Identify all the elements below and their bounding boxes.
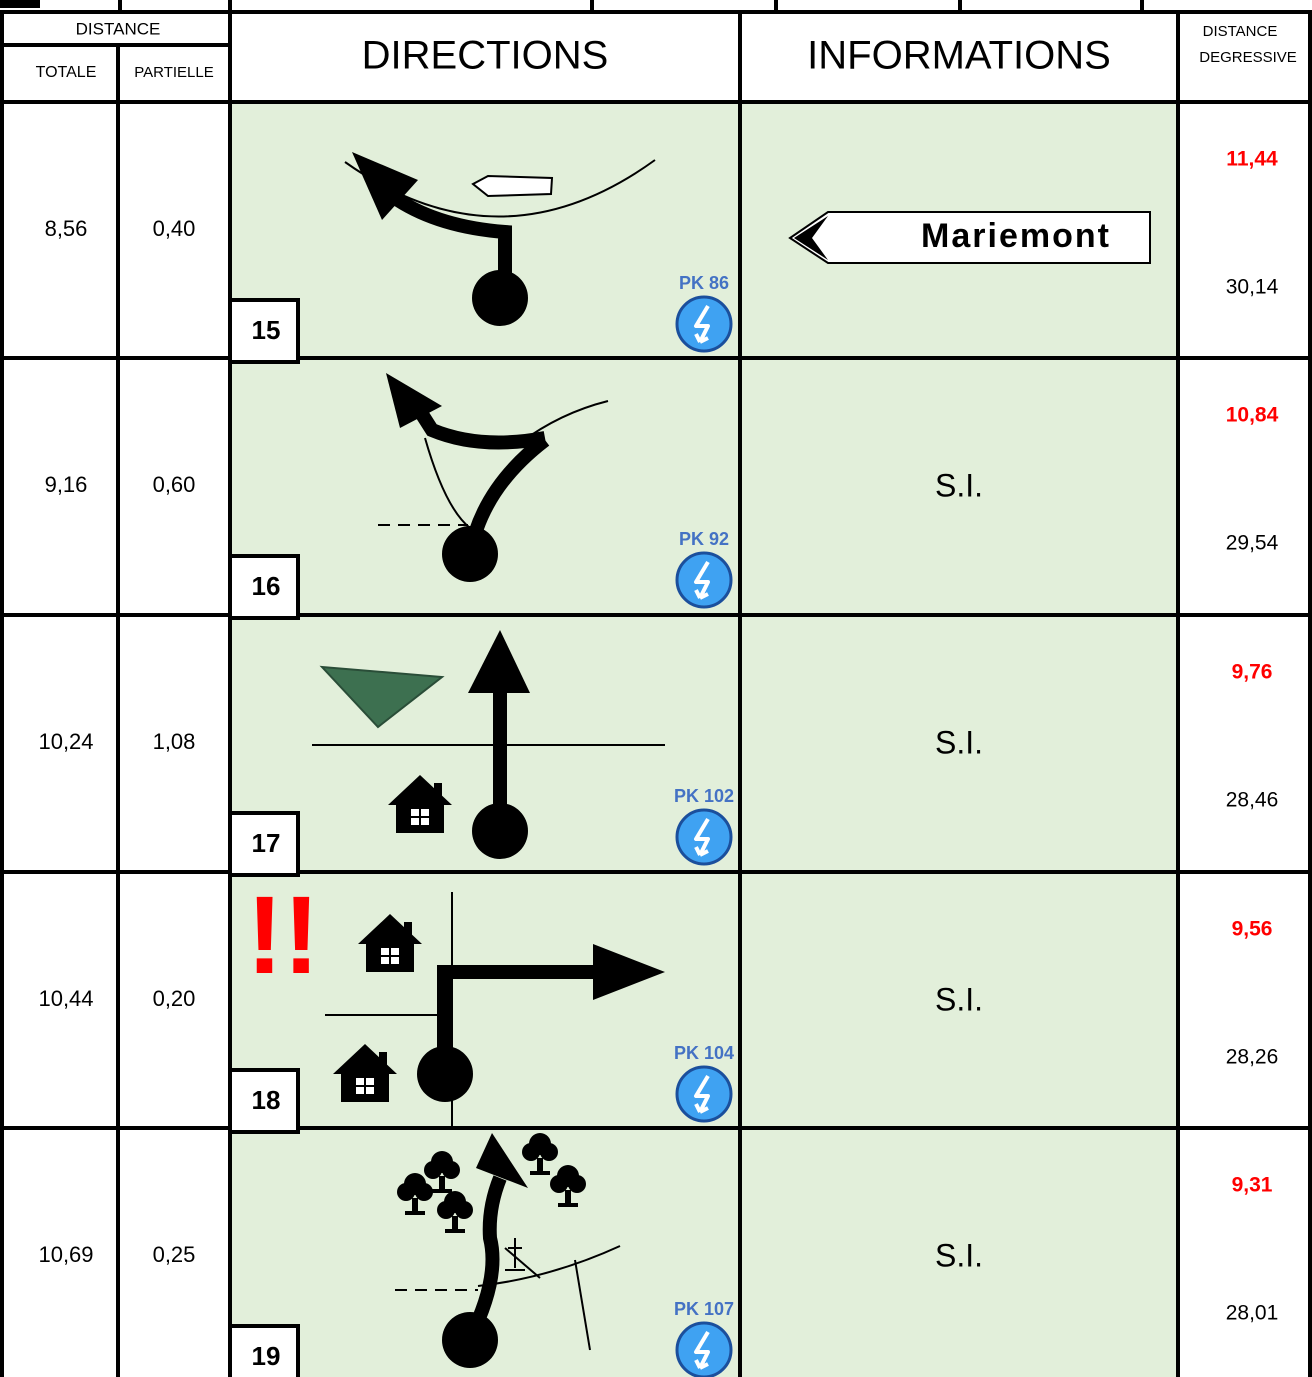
pk-icon	[675, 1321, 733, 1377]
total-distance: 10,24	[38, 729, 93, 754]
pk-icon	[675, 1065, 733, 1123]
remaining-red: 9,56	[1232, 918, 1273, 941]
pk-label: PK 104	[674, 1043, 734, 1063]
step-number: 15	[252, 315, 281, 345]
grid	[0, 10, 1312, 1377]
remaining: 29,54	[1226, 532, 1279, 555]
step-box	[228, 1324, 300, 1377]
alert: !!	[246, 874, 319, 997]
step-box	[228, 554, 300, 620]
step-number: 17	[252, 828, 281, 858]
step-box	[228, 811, 300, 877]
header-informations: INFORMATIONS	[807, 34, 1111, 78]
info-text: S.I.	[935, 1237, 983, 1273]
partial-distance: 0,25	[153, 1242, 196, 1267]
remaining-red: 9,76	[1232, 661, 1273, 684]
step-number: 19	[252, 1341, 281, 1371]
diagram-19	[395, 1133, 621, 1368]
diagram-17	[312, 630, 665, 859]
pk-label: PK 86	[679, 273, 729, 293]
remaining: 30,14	[1226, 276, 1279, 299]
pk-icon	[675, 551, 733, 609]
info-text: S.I.	[935, 467, 983, 503]
total-distance: 10,44	[38, 986, 93, 1011]
top-strip	[0, 0, 40, 8]
diagram-18	[325, 892, 665, 1128]
total-distance: 8,56	[45, 216, 88, 241]
step-box	[228, 298, 300, 364]
remaining-red: 9,31	[1232, 1174, 1273, 1197]
step-number: 16	[252, 571, 281, 601]
partial-distance: 0,20	[153, 986, 196, 1011]
pk-icon	[675, 295, 733, 353]
header-partielle: PARTIELLE	[134, 64, 213, 81]
total-distance: 10,69	[38, 1242, 93, 1267]
pk-label: PK 92	[679, 529, 729, 549]
partial-distance: 0,60	[153, 472, 196, 497]
step-box	[228, 1068, 300, 1134]
header-directions: DIRECTIONS	[362, 34, 609, 78]
pk-icon	[675, 808, 733, 866]
info-text: S.I.	[935, 981, 983, 1017]
sign-chevron	[794, 216, 828, 260]
pk-label: PK 107	[674, 1299, 734, 1319]
remaining: 28,01	[1226, 1302, 1279, 1325]
remaining: 28,46	[1226, 789, 1279, 812]
diagram-15	[344, 152, 656, 326]
diagram-16	[378, 373, 609, 582]
info-text: S.I.	[935, 724, 983, 760]
pk-label: PK 102	[674, 786, 734, 806]
header-degressive: DEGRESSIVE	[1199, 49, 1297, 66]
remaining: 28,26	[1226, 1046, 1279, 1069]
direction-sign	[788, 211, 1151, 264]
step-number: 18	[252, 1085, 281, 1115]
remaining-red: 11,44	[1226, 148, 1278, 171]
remaining-red: 10,84	[1226, 404, 1279, 427]
partial-distance: 1,08	[153, 729, 196, 754]
total-distance: 9,16	[45, 472, 88, 497]
sign-text: Mariemont	[921, 217, 1111, 255]
header-totale: TOTALE	[36, 64, 97, 81]
backgrounds	[230, 102, 1178, 1377]
header-distance: DISTANCE	[76, 19, 161, 38]
header-degressive: DISTANCE	[1203, 23, 1278, 40]
partial-distance: 0,40	[153, 216, 196, 241]
